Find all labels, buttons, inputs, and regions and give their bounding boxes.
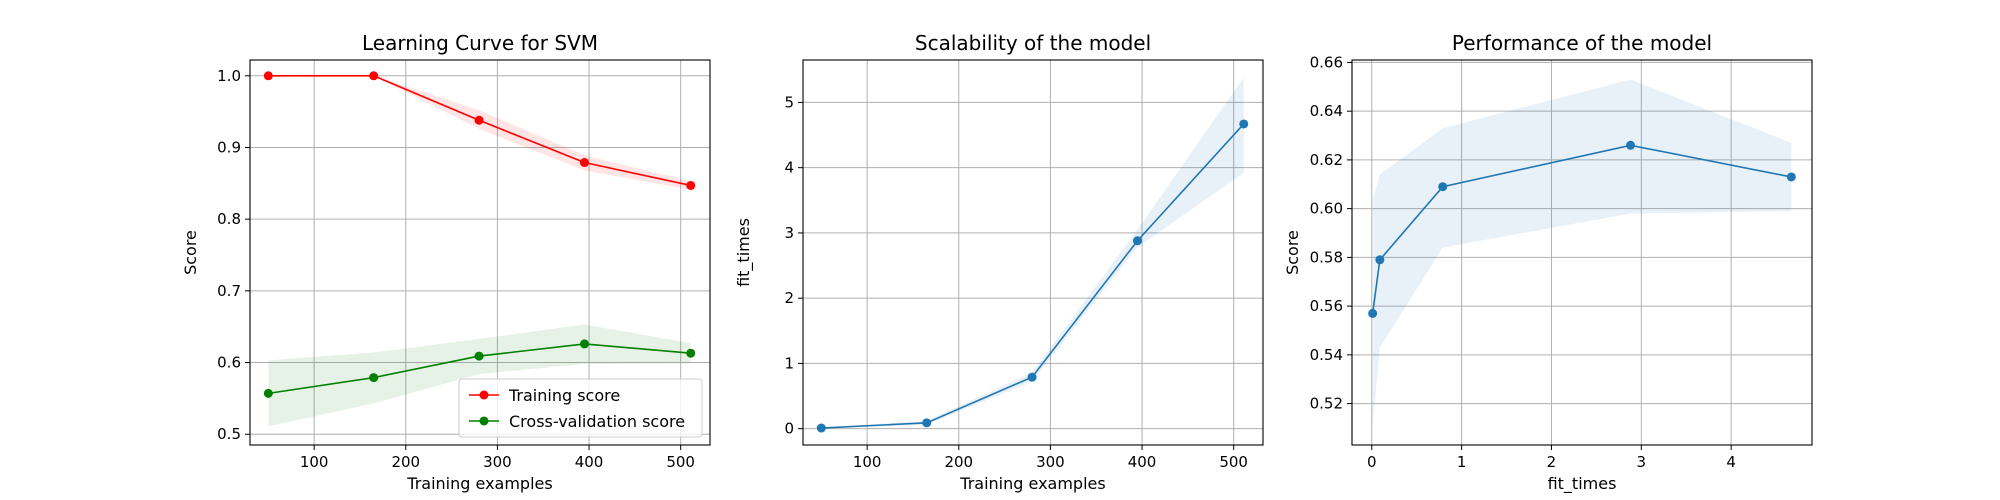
x-tick-label: 400 (1128, 453, 1157, 471)
learning-curve-panel: 100 200 300 400 500 0.5 0.6 0.7 0.8 0.9 1.0 Learnin… (181, 31, 711, 493)
series-0-point (1786, 172, 1796, 182)
legend-entry: Cross-validation score (509, 412, 685, 431)
series-0-point (1626, 140, 1636, 150)
x-tick-label: 300 (483, 453, 512, 471)
y-tick-label: 0.8 (217, 210, 241, 228)
x-tick-label: 1 (1457, 453, 1467, 471)
scalability-panel: 100 200 300 400 500 0 1 2 3 4 5 Scalability of the … (734, 31, 1264, 493)
y-tick-label: 4 (784, 159, 794, 177)
x-tick-label: 200 (944, 453, 973, 471)
y-axis-label: fit_times (734, 218, 754, 287)
legend-box (458, 378, 703, 438)
x-axis-label: fit_times (1548, 474, 1617, 494)
y-tick-label: 3 (784, 224, 794, 242)
x-axis-label: Training examples (406, 474, 552, 493)
x-tick-label: 3 (1637, 453, 1647, 471)
y-tick-label: 0.62 (1310, 151, 1343, 169)
chart-title: Learning Curve for SVM (362, 31, 598, 55)
series-0-point (1368, 308, 1378, 318)
x-tick-label: 500 (666, 453, 695, 471)
x-tick-label: 2 (1547, 453, 1557, 471)
y-tick-label: 0.56 (1310, 297, 1343, 315)
chart-title: Scalability of the model (915, 31, 1151, 55)
axes-frame (249, 59, 711, 446)
legend: Training score Cross-validation score (458, 378, 703, 438)
axes-frame (802, 59, 1264, 446)
series-0-point (686, 180, 696, 190)
y-tick-label: 0.54 (1310, 346, 1343, 364)
series-1-point (369, 373, 379, 383)
series-0-point (1375, 255, 1385, 265)
x-tick-label: 100 (853, 453, 882, 471)
series-0-point (816, 423, 826, 433)
series-0-point (579, 158, 589, 168)
y-tick-label: 2 (784, 289, 794, 307)
series-1-std-band (268, 324, 691, 427)
series-1-point (474, 351, 484, 361)
y-tick-label: 1.0 (217, 67, 241, 85)
series-0-point (922, 418, 932, 428)
y-tick-label: 1 (784, 354, 794, 372)
y-tick-label: 0.9 (217, 138, 241, 156)
series-0-point (1239, 119, 1249, 129)
y-tick-label: 0.60 (1310, 200, 1343, 218)
series-0-point (263, 71, 273, 81)
series-1-point (579, 339, 589, 349)
series-0-std-band (268, 75, 691, 190)
chart-title: Performance of the model (1452, 31, 1712, 55)
series-1-point (686, 348, 696, 358)
series-0-point (1132, 236, 1142, 246)
series-0-point (474, 115, 484, 125)
y-tick-label: 5 (784, 93, 794, 111)
x-tick-label: 300 (1036, 453, 1065, 471)
series-0-std-band (1372, 79, 1792, 426)
x-tick-label: 4 (1726, 453, 1736, 471)
x-tick-label: 100 (300, 453, 329, 471)
y-tick-label: 0.6 (217, 354, 241, 372)
x-tick-label: 0 (1367, 453, 1377, 471)
x-axis-label: Training examples (959, 474, 1105, 493)
legend-swatch-marker (479, 390, 489, 400)
x-tick-label: 200 (391, 453, 420, 471)
y-tick-label: 0.52 (1310, 395, 1343, 413)
y-axis-label: Score (181, 230, 200, 275)
series-0-point (1027, 372, 1037, 382)
y-tick-label: 0.5 (217, 425, 241, 443)
series-0-point (1438, 182, 1448, 192)
y-axis-label: Score (1283, 230, 1302, 275)
y-tick-label: 0.66 (1310, 53, 1343, 71)
performance-panel: 0 1 2 3 4 0.52 0.54 0.56 0.58 0.60 0.62 0.64 0.66 Per… (1283, 31, 1813, 494)
y-tick-label: 0 (784, 420, 794, 438)
legend-entry: Training score (508, 386, 620, 405)
x-tick-label: 500 (1219, 453, 1248, 471)
legend-swatch-marker (479, 416, 489, 426)
y-tick-label: 0.58 (1310, 248, 1343, 266)
y-tick-label: 0.7 (217, 282, 241, 300)
x-tick-label: 400 (575, 453, 604, 471)
y-tick-label: 0.64 (1310, 102, 1343, 120)
axes-frame (1351, 59, 1813, 446)
series-1-point (263, 388, 273, 398)
series-0-point (369, 71, 379, 81)
